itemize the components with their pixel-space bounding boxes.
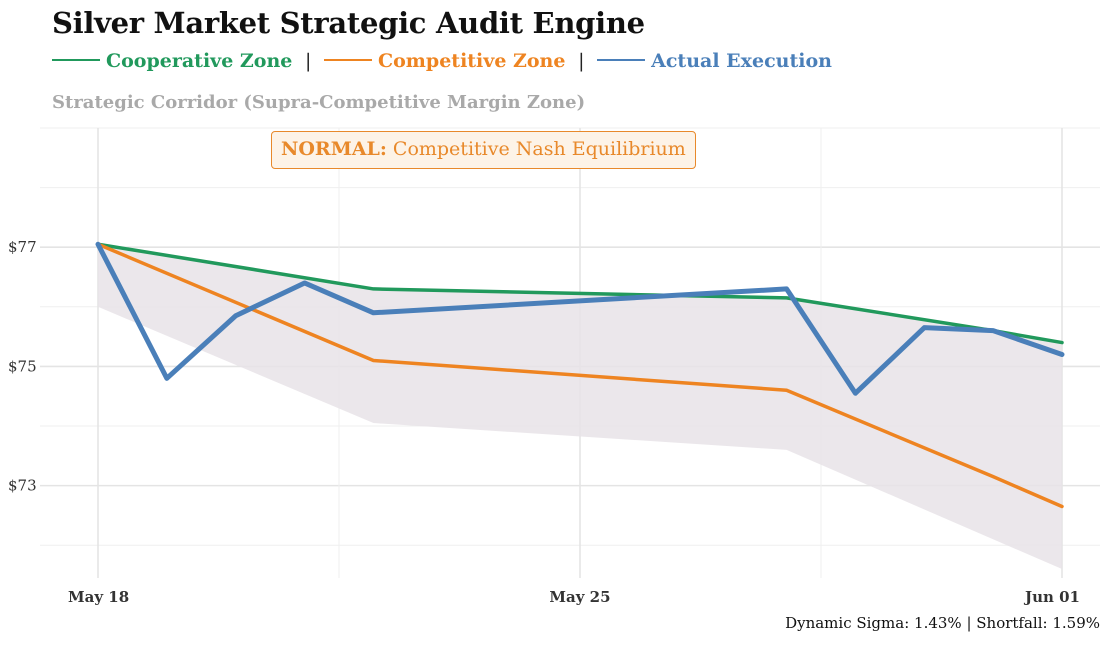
chart-subtitle: Strategic Corridor (Supra-Competitive Ma… <box>52 92 586 113</box>
legend-separator: | <box>304 50 312 72</box>
legend-separator: | <box>578 50 585 72</box>
legend-line-icon <box>52 59 100 61</box>
annotation-text: Competitive Nash Equilibrium <box>392 138 686 160</box>
legend-item-actual: Actual Execution <box>591 50 832 72</box>
legend-label-competitive: Competitive Zone <box>378 50 566 72</box>
x-tick-label: Jun 01 <box>1023 588 1080 606</box>
legend-item-competitive: Competitive Zone <box>317 50 572 72</box>
legend-line-icon <box>324 59 373 61</box>
y-tick-label: $75 <box>8 357 37 375</box>
strategic-corridor-band <box>98 244 1062 570</box>
legend: Cooperative Zone | Competitive Zone | Ac… <box>52 50 832 72</box>
legend-label-cooperative: Cooperative Zone <box>106 50 293 72</box>
chart-title: Silver Market Strategic Audit Engine <box>52 6 645 40</box>
competitive-zone-line <box>96 242 1064 509</box>
x-tick-label: May 18 <box>68 588 129 606</box>
legend-line-icon <box>597 59 646 61</box>
cooperative-zone-line <box>96 242 1064 345</box>
actual-execution-line <box>95 241 1065 396</box>
x-tick-label: May 25 <box>549 588 610 606</box>
stats-footer: Dynamic Sigma: 1.43% | Shortfall: 1.59% <box>785 614 1100 632</box>
legend-item-cooperative: Cooperative Zone <box>52 50 299 72</box>
status-annotation: NORMAL: Competitive Nash Equilibrium <box>271 131 696 169</box>
y-tick-label: $73 <box>8 477 37 495</box>
y-tick-label: $77 <box>8 238 37 256</box>
annotation-status: NORMAL: <box>281 138 387 160</box>
legend-label-actual: Actual Execution <box>651 50 832 72</box>
